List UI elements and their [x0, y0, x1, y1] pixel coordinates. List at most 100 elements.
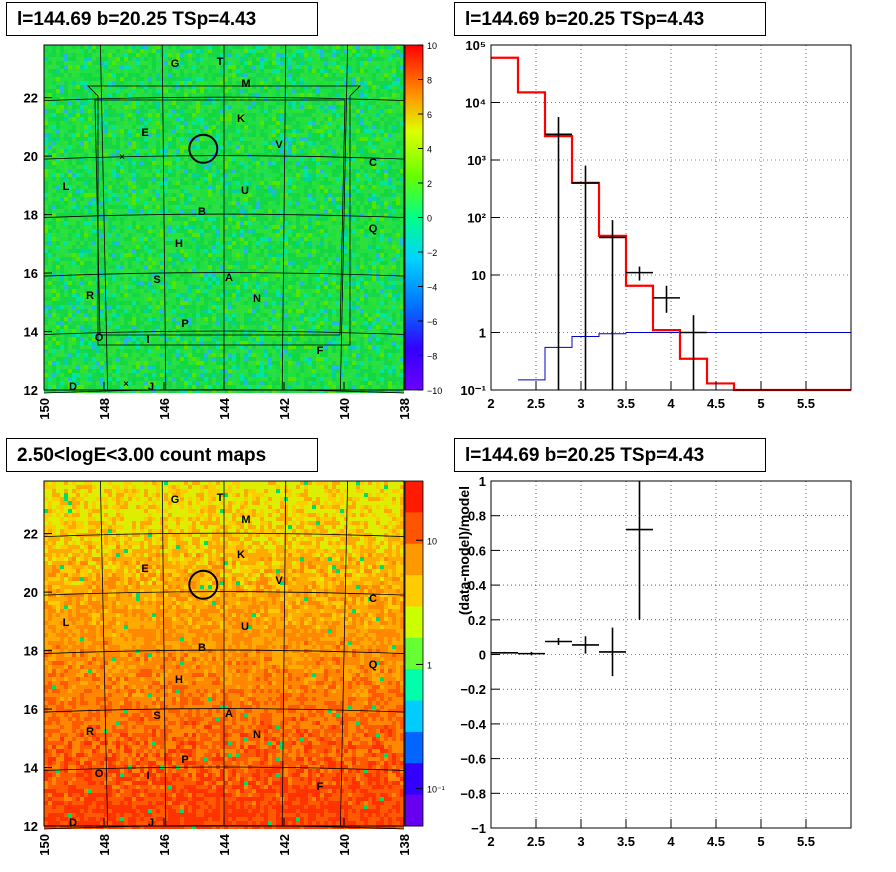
map-pixel: [184, 161, 188, 165]
map-pixel: [252, 89, 256, 93]
map-pixel: [172, 245, 176, 249]
map-pixel: [252, 209, 256, 213]
map-pixel: [256, 217, 260, 221]
map-pixel: [376, 45, 380, 49]
map-pixel: [108, 165, 112, 169]
map-pixel: [208, 117, 212, 121]
map-pixel: [220, 93, 224, 97]
map-pixel: [328, 109, 332, 113]
map-pixel: [396, 209, 400, 213]
map-pixel: [68, 45, 72, 49]
map-pixel: [204, 217, 208, 221]
map-pixel: [72, 233, 76, 237]
map-pixel: [400, 61, 404, 65]
map-pixel: [172, 253, 176, 257]
map-pixel: [372, 197, 376, 201]
map-pixel: [44, 197, 48, 201]
map-pixel: [356, 177, 360, 181]
map-pixel: [192, 117, 196, 121]
map-pixel: [164, 177, 168, 181]
map-pixel: [136, 185, 140, 189]
map-pixel: [180, 93, 184, 97]
map-pixel: [136, 193, 140, 197]
map-pixel: [244, 173, 248, 177]
map-pixel: [204, 201, 208, 205]
map-pixel: [156, 177, 160, 181]
map-pixel: [156, 193, 160, 197]
map-pixel: [204, 205, 208, 209]
map-pixel: [168, 229, 172, 233]
map-pixel: [152, 189, 156, 193]
map-pixel: [128, 265, 132, 269]
map-pixel: [252, 193, 256, 197]
map-pixel: [296, 241, 300, 245]
map-pixel: [52, 229, 56, 233]
map-pixel: [132, 189, 136, 193]
map-pixel: [228, 257, 232, 261]
map-pixel: [144, 141, 148, 145]
map-pixel: [368, 129, 372, 133]
map-pixel: [236, 49, 240, 53]
map-pixel: [396, 137, 400, 141]
map-pixel: [124, 233, 128, 237]
map-pixel: [100, 77, 104, 81]
map-pixel: [172, 249, 176, 253]
map-pixel: [372, 193, 376, 197]
map-pixel: [244, 45, 248, 49]
map-pixel: [312, 81, 316, 85]
map-pixel: [52, 189, 56, 193]
map-pixel: [324, 145, 328, 149]
map-pixel: [236, 89, 240, 93]
map-pixel: [212, 105, 216, 109]
map-pixel: [52, 249, 56, 253]
map-pixel: [204, 113, 208, 117]
map-pixel: [268, 249, 272, 253]
map-pixel: [112, 165, 116, 169]
map-pixel: [68, 141, 72, 145]
map-pixel: [400, 209, 404, 213]
map-pixel: [128, 53, 132, 57]
map-pixel: [312, 85, 316, 89]
map-pixel: [136, 125, 140, 129]
map-pixel: [304, 245, 308, 249]
map-pixel: [164, 101, 168, 105]
map-pixel: [284, 141, 288, 145]
map-pixel: [160, 213, 164, 217]
map-pixel: [224, 221, 228, 225]
map-pixel: [372, 85, 376, 89]
map-pixel: [304, 197, 308, 201]
map-pixel: [176, 161, 180, 165]
map-pixel: [204, 257, 208, 261]
map-pixel: [244, 129, 248, 133]
map-pixel: [248, 113, 252, 117]
map-pixel: [244, 133, 248, 137]
map-pixel: [400, 185, 404, 189]
map-pixel: [292, 97, 296, 101]
map-pixel: [56, 185, 60, 189]
map-pixel: [124, 89, 128, 93]
map-pixel: [244, 153, 248, 157]
map-pixel: [244, 221, 248, 225]
map-pixel: [192, 193, 196, 197]
map-pixel: [396, 93, 400, 97]
map-pixel: [272, 109, 276, 113]
map-pixel: [160, 185, 164, 189]
map-pixel: [240, 105, 244, 109]
map-pixel: [260, 245, 264, 249]
map-pixel: [248, 221, 252, 225]
map-pixel: [308, 177, 312, 181]
map-pixel: [200, 149, 204, 153]
map-pixel: [176, 189, 180, 193]
map-pixel: [276, 109, 280, 113]
map-pixel: [396, 245, 400, 249]
map-pixel: [368, 85, 372, 89]
map-pixel: [380, 233, 384, 237]
map-pixel: [320, 237, 324, 241]
map-pixel: [368, 181, 372, 185]
map-pixel: [104, 85, 108, 89]
map-pixel: [200, 169, 204, 173]
map-pixel: [60, 169, 64, 173]
map-pixel: [204, 181, 208, 185]
map-pixel: [192, 61, 196, 65]
map-pixel: [352, 117, 356, 121]
